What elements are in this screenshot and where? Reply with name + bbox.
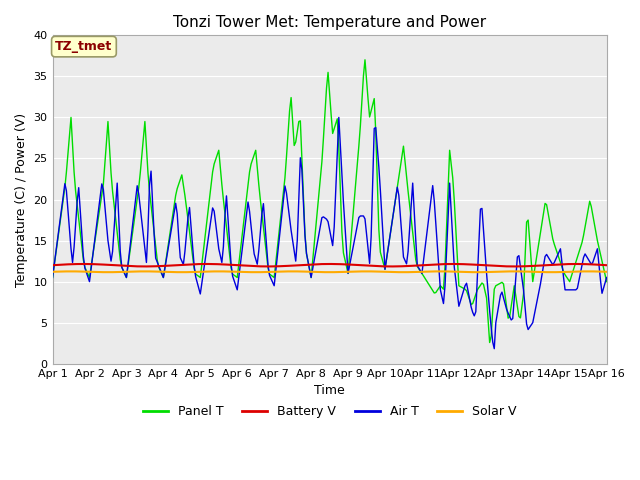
Legend: Panel T, Battery V, Air T, Solar V: Panel T, Battery V, Air T, Solar V (138, 400, 522, 423)
Title: Tonzi Tower Met: Temperature and Power: Tonzi Tower Met: Temperature and Power (173, 15, 486, 30)
Text: TZ_tmet: TZ_tmet (55, 40, 113, 53)
X-axis label: Time: Time (314, 384, 345, 397)
Y-axis label: Temperature (C) / Power (V): Temperature (C) / Power (V) (15, 112, 28, 287)
